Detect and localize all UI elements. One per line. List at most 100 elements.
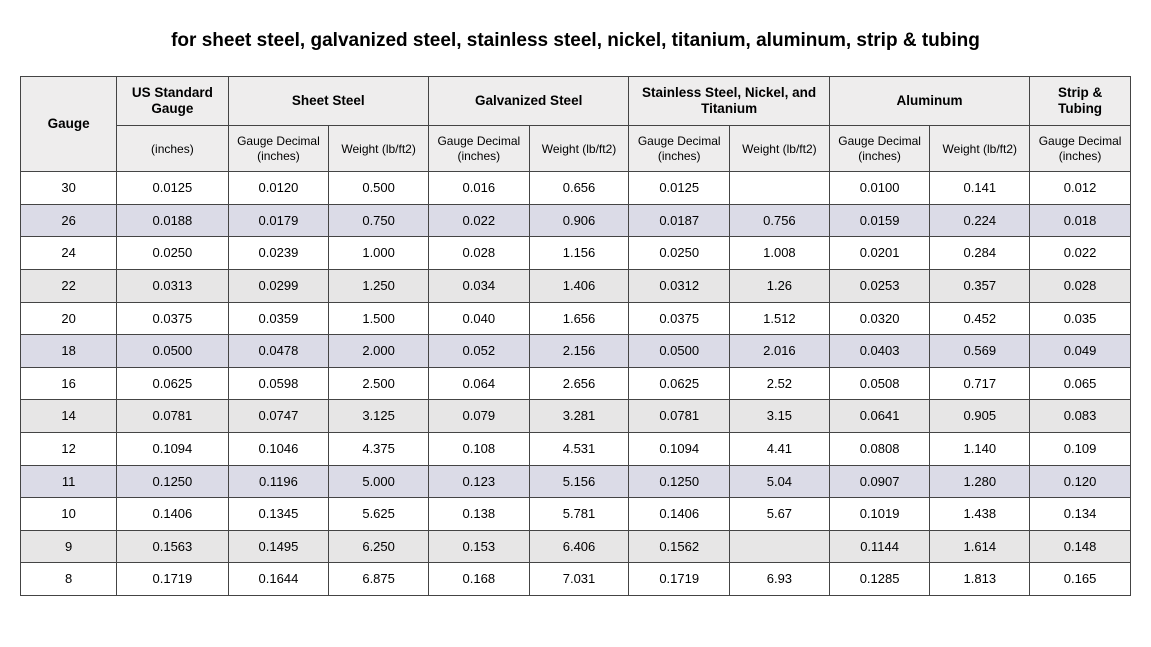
cell-ss_gd: 0.1345 (228, 498, 329, 531)
cell-gauge: 30 (21, 172, 117, 205)
cell-sn_w (730, 530, 830, 563)
cell-gv_gd: 0.016 (428, 172, 529, 205)
table-row: 180.05000.04782.0000.0522.1560.05002.016… (21, 335, 1131, 368)
cell-gauge: 11 (21, 465, 117, 498)
cell-us: 0.1563 (117, 530, 228, 563)
cell-sn_w: 1.008 (730, 237, 830, 270)
cell-ss_w: 5.625 (329, 498, 429, 531)
cell-al_gd: 0.1019 (829, 498, 930, 531)
cell-strip: 0.148 (1030, 530, 1131, 563)
cell-us: 0.0250 (117, 237, 228, 270)
sub-ss-gd: Gauge Decimal (inches) (228, 126, 329, 172)
cell-ss_gd: 0.0120 (228, 172, 329, 205)
table-row: 110.12500.11965.0000.1235.1560.12505.040… (21, 465, 1131, 498)
cell-al_gd: 0.0320 (829, 302, 930, 335)
cell-al_w: 1.438 (930, 498, 1030, 531)
cell-ss_w: 2.500 (329, 367, 429, 400)
cell-gv_gd: 0.040 (428, 302, 529, 335)
cell-us: 0.1250 (117, 465, 228, 498)
col-strip: Strip & Tubing (1030, 77, 1131, 126)
cell-us: 0.0500 (117, 335, 228, 368)
cell-sn_gd: 0.0250 (629, 237, 730, 270)
cell-sn_gd: 0.1250 (629, 465, 730, 498)
grp-stainless: Stainless Steel, Nickel, and Titanium (629, 77, 829, 126)
cell-gv_gd: 0.028 (428, 237, 529, 270)
cell-gv_w: 5.781 (529, 498, 629, 531)
cell-gv_w: 2.156 (529, 335, 629, 368)
cell-sn_w: 4.41 (730, 432, 830, 465)
cell-sn_gd: 0.0125 (629, 172, 730, 205)
cell-sn_w: 6.93 (730, 563, 830, 596)
cell-strip: 0.035 (1030, 302, 1131, 335)
cell-gv_w: 5.156 (529, 465, 629, 498)
cell-us: 0.0125 (117, 172, 228, 205)
cell-gv_gd: 0.064 (428, 367, 529, 400)
cell-ss_w: 1.250 (329, 269, 429, 302)
cell-gv_gd: 0.168 (428, 563, 529, 596)
cell-ss_gd: 0.0478 (228, 335, 329, 368)
cell-ss_gd: 0.0299 (228, 269, 329, 302)
cell-ss_gd: 0.0239 (228, 237, 329, 270)
cell-ss_gd: 0.0179 (228, 204, 329, 237)
col-us-standard: US Standard Gauge (117, 77, 228, 126)
cell-ss_w: 3.125 (329, 400, 429, 433)
cell-us: 0.0625 (117, 367, 228, 400)
cell-sn_w: 1.512 (730, 302, 830, 335)
cell-gv_gd: 0.052 (428, 335, 529, 368)
cell-sn_gd: 0.0500 (629, 335, 730, 368)
cell-sn_gd: 0.1406 (629, 498, 730, 531)
col-gauge: Gauge (21, 77, 117, 172)
cell-ss_gd: 0.1196 (228, 465, 329, 498)
cell-sn_w: 2.52 (730, 367, 830, 400)
sub-al-w: Weight (lb/ft2) (930, 126, 1030, 172)
cell-al_w: 1.280 (930, 465, 1030, 498)
table-row: 260.01880.01790.7500.0220.9060.01870.756… (21, 204, 1131, 237)
cell-al_gd: 0.1285 (829, 563, 930, 596)
cell-al_gd: 0.0100 (829, 172, 930, 205)
sub-strip: Gauge Decimal (inches) (1030, 126, 1131, 172)
cell-gauge: 12 (21, 432, 117, 465)
cell-gauge: 8 (21, 563, 117, 596)
cell-sn_gd: 0.0781 (629, 400, 730, 433)
table-row: 220.03130.02991.2500.0341.4060.03121.260… (21, 269, 1131, 302)
cell-sn_w: 0.756 (730, 204, 830, 237)
cell-al_w: 0.569 (930, 335, 1030, 368)
cell-al_gd: 0.0808 (829, 432, 930, 465)
cell-al_gd: 0.0508 (829, 367, 930, 400)
cell-gv_gd: 0.138 (428, 498, 529, 531)
cell-al_gd: 0.0907 (829, 465, 930, 498)
cell-strip: 0.120 (1030, 465, 1131, 498)
table-row: 300.01250.01200.5000.0160.6560.01250.010… (21, 172, 1131, 205)
grp-aluminum: Aluminum (829, 77, 1029, 126)
cell-sn_gd: 0.0375 (629, 302, 730, 335)
sub-sn-gd: Gauge Decimal (inches) (629, 126, 730, 172)
cell-strip: 0.165 (1030, 563, 1131, 596)
cell-ss_gd: 0.0747 (228, 400, 329, 433)
sub-sn-w: Weight (lb/ft2) (730, 126, 830, 172)
cell-al_w: 0.141 (930, 172, 1030, 205)
cell-gv_w: 1.406 (529, 269, 629, 302)
cell-ss_w: 5.000 (329, 465, 429, 498)
table-row: 120.10940.10464.3750.1084.5310.10944.410… (21, 432, 1131, 465)
cell-us: 0.1719 (117, 563, 228, 596)
cell-al_gd: 0.0403 (829, 335, 930, 368)
cell-al_w: 0.905 (930, 400, 1030, 433)
cell-strip: 0.065 (1030, 367, 1131, 400)
cell-gauge: 26 (21, 204, 117, 237)
cell-gv_w: 3.281 (529, 400, 629, 433)
cell-al_gd: 0.0253 (829, 269, 930, 302)
cell-sn_gd: 0.0312 (629, 269, 730, 302)
cell-al_gd: 0.0201 (829, 237, 930, 270)
cell-sn_w: 1.26 (730, 269, 830, 302)
cell-gauge: 22 (21, 269, 117, 302)
gauge-table: Gauge US Standard Gauge Sheet Steel Galv… (20, 76, 1131, 596)
cell-ss_w: 0.750 (329, 204, 429, 237)
cell-us: 0.0375 (117, 302, 228, 335)
cell-al_gd: 0.0159 (829, 204, 930, 237)
sub-gv-gd: Gauge Decimal (inches) (428, 126, 529, 172)
table-row: 200.03750.03591.5000.0401.6560.03751.512… (21, 302, 1131, 335)
cell-gv_w: 0.656 (529, 172, 629, 205)
cell-sn_w: 2.016 (730, 335, 830, 368)
cell-ss_gd: 0.1495 (228, 530, 329, 563)
cell-gv_w: 2.656 (529, 367, 629, 400)
